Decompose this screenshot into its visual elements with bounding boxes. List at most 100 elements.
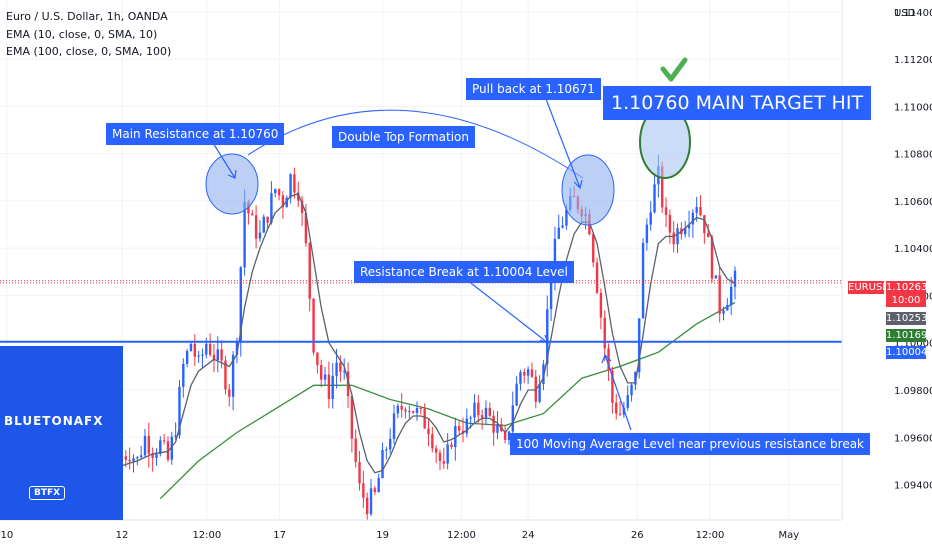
candle-body — [507, 431, 511, 440]
candle-body — [274, 189, 277, 194]
candle-body — [362, 483, 365, 498]
candle-body — [178, 386, 181, 436]
candle-body — [565, 209, 568, 226]
candle-body — [277, 189, 281, 196]
time-axis[interactable]: 10 12 12:00 17 19 12:00 24 26 12:00 May — [0, 530, 799, 541]
candle-body — [718, 275, 721, 314]
candle-body — [159, 440, 162, 455]
candle-body — [239, 267, 242, 343]
candle-body — [465, 418, 469, 434]
candle-body — [450, 444, 453, 448]
candle-body — [542, 364, 545, 385]
legend-ema10: EMA (10, close, 0, SMA, 10) — [6, 28, 158, 41]
ema10-series — [121, 192, 736, 474]
x-tick-label: 12:00 — [447, 530, 476, 541]
candle-body — [174, 435, 177, 437]
candle-body — [630, 384, 633, 396]
candle-body — [235, 342, 239, 355]
candle-body — [216, 349, 219, 360]
candle-body — [228, 389, 231, 397]
callout-ma-level: 100 Moving Average Level near previous r… — [510, 433, 870, 455]
candle-body — [128, 459, 131, 462]
candle-body — [327, 374, 331, 399]
candle-body — [297, 192, 300, 201]
candle-body — [231, 354, 235, 397]
arrow-head-1 — [227, 169, 237, 179]
candle-body — [419, 407, 423, 409]
x-tick-label: 12:00 — [192, 530, 221, 541]
callout-main-resistance: Main Resistance at 1.10760 — [106, 123, 285, 145]
candle-body — [285, 197, 288, 208]
candle-body — [664, 207, 668, 215]
candle-body — [316, 352, 319, 366]
candle-body — [607, 348, 610, 371]
candle-body — [339, 362, 342, 372]
x-tick-label: 12:00 — [696, 530, 725, 541]
candle-body — [553, 238, 557, 280]
candle-body — [634, 372, 637, 385]
candle-body — [546, 309, 549, 365]
candle-body — [431, 434, 434, 449]
candle-body — [170, 436, 174, 460]
candles — [120, 154, 737, 521]
candle-body — [366, 497, 369, 515]
x-tick-label: 10 — [0, 530, 13, 541]
candle-body — [515, 383, 518, 406]
resistance-circle-2 — [561, 154, 615, 226]
candle-body — [595, 262, 599, 293]
candle-body — [381, 450, 384, 478]
candle-body — [162, 440, 166, 442]
candle-body — [626, 395, 629, 408]
y-tick-label: 1.10600 — [894, 197, 932, 208]
candle-body — [503, 431, 507, 440]
candle-body — [488, 407, 491, 416]
candle-body — [266, 216, 269, 223]
candle-body — [212, 354, 216, 360]
candle-body — [538, 384, 541, 402]
candle-body — [645, 224, 649, 243]
x-tick-label: May — [778, 530, 799, 541]
candle-body — [423, 408, 426, 429]
candle-body — [530, 369, 534, 377]
candle-body — [599, 292, 603, 318]
candle-body — [220, 349, 223, 361]
checkmark-icon — [660, 57, 688, 82]
legend-symbol: Euro / U.S. Dollar, 1h, OANDA — [6, 10, 168, 23]
candle-body — [369, 488, 373, 515]
candle-body — [151, 453, 154, 459]
candle-body — [733, 270, 737, 287]
price-axis[interactable]: 1.11400 1.11200 1.11000 1.10800 1.10600 1.104… — [894, 8, 932, 492]
candle-body — [251, 213, 254, 216]
candle-body — [197, 355, 200, 357]
y-tick-label: 1.11200 — [894, 55, 932, 66]
candle-body — [388, 438, 392, 450]
candle-body — [722, 310, 725, 314]
candle-body — [404, 409, 407, 412]
callout-double-top: Double Top Formation — [332, 126, 475, 148]
candle-body — [661, 166, 664, 208]
y-tick-label: 1.09800 — [894, 386, 932, 397]
candle-body — [320, 365, 323, 380]
candle-body — [672, 232, 675, 245]
arrow-ma-level — [604, 354, 632, 431]
candle-body — [519, 371, 522, 384]
candle-body — [189, 343, 193, 351]
candle-body — [254, 215, 258, 239]
candle-body — [331, 375, 334, 399]
candle-body — [124, 456, 128, 460]
candle-body — [289, 174, 292, 198]
candle-body — [258, 232, 262, 239]
callout-resistance-break: Resistance Break at 1.10004 Level — [354, 261, 574, 283]
candle-body — [611, 370, 614, 403]
callout-pull-back: Pull back at 1.10671 — [466, 78, 601, 100]
arrow-head-3 — [539, 334, 550, 345]
candle-body — [438, 452, 442, 462]
candle-body — [350, 396, 354, 439]
candle-body — [155, 454, 158, 459]
candle-body — [561, 225, 564, 228]
candle-body — [427, 428, 430, 435]
candle-body — [139, 455, 143, 458]
candle-body — [492, 415, 495, 433]
